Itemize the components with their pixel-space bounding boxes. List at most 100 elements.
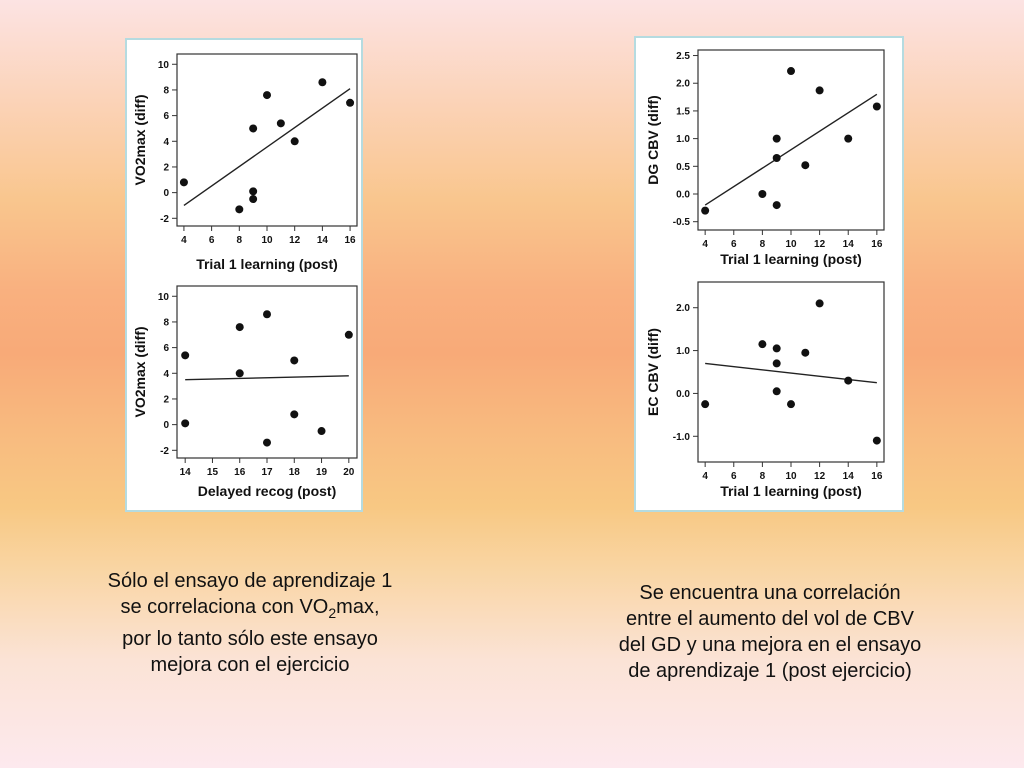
data-point	[772, 134, 781, 143]
y-tick-label: 2.0	[676, 303, 690, 314]
y-tick-label: 10	[158, 60, 170, 71]
x-tick-label: 15	[207, 467, 219, 478]
data-point	[787, 400, 795, 409]
x-axis-label: Trial 1 learning (post)	[196, 256, 338, 272]
x-tick-label: 6	[731, 239, 737, 250]
y-tick-label: 2	[163, 162, 169, 173]
y-tick-label: 6	[163, 343, 169, 354]
data-point	[772, 201, 781, 210]
regression-line	[183, 88, 351, 207]
data-point	[844, 134, 853, 143]
y-tick-label: 0	[163, 420, 169, 431]
data-point	[701, 206, 710, 215]
y-tick-label: 1.0	[676, 346, 690, 357]
data-point	[772, 344, 781, 353]
y-tick-label: -2	[160, 446, 169, 457]
data-point	[758, 340, 767, 349]
regression-line	[185, 375, 349, 381]
left-caption: Sólo el ensayo de aprendizaje 1 se corre…	[40, 568, 460, 678]
x-tick-label: 6	[209, 235, 215, 246]
data-point	[290, 356, 299, 365]
x-axis-label: Delayed recog (post)	[198, 483, 336, 499]
data-point	[772, 359, 781, 368]
left-figure-panel: 4 6 8 10 12 14 16 -2 0 2 4 6 8 10 Trial 1 learning (po…	[125, 38, 363, 512]
y-tick-label: 2.5	[676, 51, 690, 62]
left-caption-line-4: mejora con el ejercicio	[150, 654, 350, 676]
x-tick-label: 14	[180, 467, 192, 478]
data-point	[346, 98, 355, 107]
y-tick-label: 1.5	[676, 106, 690, 117]
data-point	[249, 187, 258, 196]
y-tick-label: 2	[163, 394, 169, 405]
y-tick-label: 0.0	[676, 190, 690, 201]
y-tick-label: 0.0	[676, 389, 690, 400]
y-tick-label: 2.0	[676, 79, 690, 90]
right-caption: Se encuentra una correlación entre el au…	[555, 580, 985, 684]
data-point	[179, 178, 188, 187]
x-axis-label: Trial 1 learning (post)	[720, 251, 862, 267]
x-tick-label: 14	[843, 239, 855, 250]
right-caption-line-4: de aprendizaje 1 (post ejercicio)	[628, 660, 912, 682]
x-tick-label: 8	[237, 235, 243, 246]
data-point	[758, 190, 767, 198]
data-point	[815, 299, 824, 308]
data-point	[872, 436, 881, 445]
left-caption-line-2-post: max,	[336, 596, 380, 618]
y-tick-label: 4	[163, 369, 169, 380]
right-figure-panel: 4 6 8 10 12 14 16 -0.5 0.0 0.5 1.0 1.5 2.0 2.5 Trial 1…	[634, 36, 904, 512]
data-point	[801, 348, 810, 357]
data-point	[249, 195, 258, 204]
right-caption-line-1: Se encuentra una correlación	[639, 582, 901, 604]
left-top-chart: 4 6 8 10 12 14 16 -2 0 2 4 6 8 10 Trial 1 learning (po…	[132, 53, 358, 272]
x-tick-label: 16	[234, 467, 246, 478]
plot-frame	[697, 281, 885, 463]
x-tick-label: 8	[760, 471, 766, 482]
y-tick-label: 0	[163, 188, 169, 199]
y-tick-label: -2	[160, 214, 169, 225]
x-tick-label: 4	[702, 471, 708, 482]
data-point	[815, 86, 824, 95]
data-point	[701, 400, 710, 409]
data-point	[344, 330, 353, 339]
y-tick-label: 8	[163, 85, 169, 96]
y-tick-label: -0.5	[673, 217, 691, 228]
x-tick-label: 16	[345, 235, 357, 246]
data-point	[801, 161, 810, 170]
data-point	[235, 369, 244, 378]
data-point	[317, 427, 326, 436]
y-tick-label: 10	[158, 292, 170, 303]
data-point	[772, 154, 781, 162]
y-tick-label: -1.0	[673, 432, 691, 443]
data-point	[249, 124, 258, 133]
x-tick-label: 10	[261, 235, 273, 246]
data-point	[235, 323, 244, 332]
data-point	[235, 205, 244, 214]
x-tick-label: 4	[181, 235, 187, 246]
y-tick-label: 4	[163, 137, 169, 148]
data-point	[181, 419, 190, 428]
data-point	[263, 438, 271, 447]
right-caption-line-3: del GD y una mejora en el ensayo	[618, 634, 922, 656]
x-tick-label: 8	[760, 239, 766, 250]
data-point	[318, 78, 327, 87]
x-tick-label: 4	[702, 239, 708, 250]
y-tick-label: 1.0	[676, 134, 690, 145]
x-tick-label: 16	[871, 471, 883, 482]
right-bottom-chart: 4 6 8 10 12 14 16 -1.0 0.0 1.0 2.0 Trial 1 learning…	[645, 281, 885, 499]
data-point	[772, 387, 781, 396]
data-point	[290, 137, 299, 146]
x-tick-label: 17	[261, 467, 273, 478]
left-caption-line-2-pre: se correlaciona con VO	[120, 596, 329, 618]
x-axis-label: Trial 1 learning (post)	[720, 483, 862, 499]
data-point	[263, 91, 271, 100]
data-point	[872, 102, 881, 111]
regression-line	[704, 93, 878, 206]
x-tick-label: 18	[289, 467, 301, 478]
data-point	[263, 310, 271, 319]
x-tick-label: 12	[814, 239, 826, 250]
data-point	[181, 351, 190, 360]
left-bottom-chart: 14 15 16 17 18 19 20 -2 0 2 4 6 8 10 Delayed recog (po…	[132, 285, 358, 499]
x-tick-label: 12	[814, 471, 826, 482]
data-point	[290, 410, 299, 419]
y-axis-label: VO2max (diff)	[132, 326, 148, 417]
